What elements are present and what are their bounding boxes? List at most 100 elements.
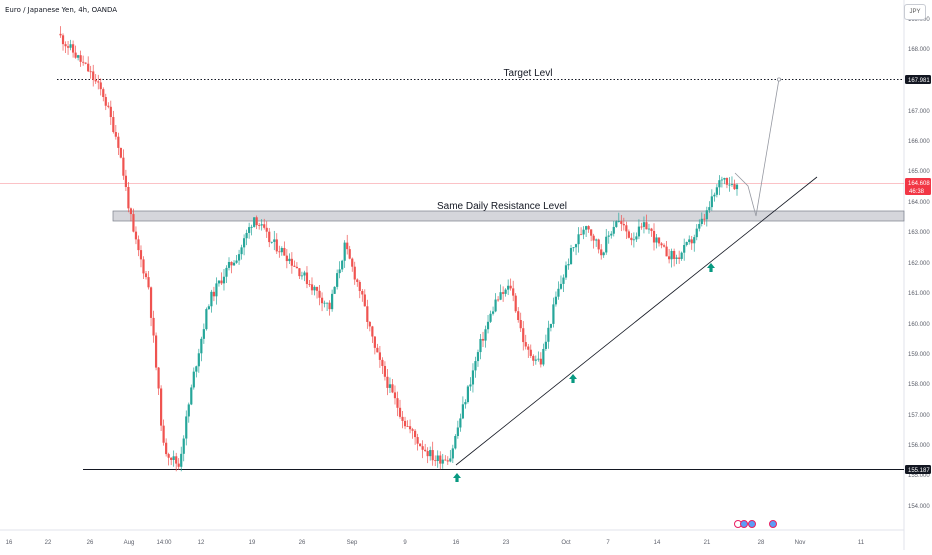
resistance-level-label: Same Daily Resistance Level bbox=[437, 201, 567, 212]
candle-down bbox=[315, 286, 319, 291]
candle-down bbox=[157, 367, 160, 389]
event-marker[interactable] bbox=[740, 520, 748, 528]
candle-down bbox=[124, 175, 127, 188]
candle-down bbox=[298, 268, 301, 277]
candle-up bbox=[695, 228, 698, 238]
candle-down bbox=[434, 460, 437, 462]
candle-down bbox=[117, 136, 120, 148]
candle-down bbox=[668, 256, 671, 260]
time-axis-label: 14:00 bbox=[156, 540, 172, 546]
candle-up bbox=[504, 289, 507, 294]
candle-up bbox=[700, 218, 703, 224]
candle-up bbox=[577, 234, 580, 245]
candle-down bbox=[509, 285, 512, 289]
candle-down bbox=[378, 352, 381, 360]
candle-down bbox=[514, 295, 517, 312]
candle-up bbox=[454, 436, 457, 449]
event-markers[interactable] bbox=[734, 520, 777, 528]
candle-down bbox=[408, 426, 412, 430]
candle-down bbox=[579, 234, 583, 236]
candle-up bbox=[461, 404, 464, 419]
candle-up bbox=[288, 258, 291, 262]
candle-down bbox=[79, 55, 82, 62]
candle-down bbox=[527, 346, 530, 350]
candle-up bbox=[562, 277, 565, 284]
price-axis-label: 159.000 bbox=[908, 352, 930, 358]
candle-up bbox=[491, 311, 495, 314]
candle-down bbox=[652, 230, 656, 243]
ascending-trendline[interactable] bbox=[455, 176, 818, 466]
candle-down bbox=[353, 266, 356, 280]
event-marker[interactable] bbox=[769, 520, 777, 528]
candle-up bbox=[735, 184, 739, 190]
candle-up bbox=[635, 236, 638, 240]
symbol-title[interactable]: Euro / Japanese Yen, 4h, OANDA bbox=[5, 6, 118, 14]
candle-down bbox=[147, 277, 150, 288]
candle-up bbox=[459, 418, 462, 428]
time-axis[interactable]: 16 22 26 Aug 14:00 12 19 26 Sep 9 16 23 … bbox=[6, 540, 865, 546]
candle-down bbox=[725, 177, 729, 185]
price-axis-label: 166.000 bbox=[908, 139, 930, 145]
price-axis[interactable]: 169.000 168.000 167.000 166.000 165.000 … bbox=[908, 17, 930, 510]
candle-up bbox=[730, 184, 734, 185]
candle-up bbox=[723, 177, 726, 180]
candle-down bbox=[657, 237, 661, 244]
candle-down bbox=[71, 44, 75, 53]
candle-up bbox=[713, 194, 716, 197]
candle-down bbox=[444, 459, 447, 461]
candle-down bbox=[293, 265, 296, 267]
candle-down bbox=[411, 429, 414, 431]
candle-up bbox=[720, 179, 724, 181]
candle-down bbox=[152, 317, 155, 336]
candle-down bbox=[285, 255, 288, 262]
candle-down bbox=[258, 225, 261, 226]
candle-up bbox=[675, 257, 678, 259]
candle-down bbox=[97, 81, 100, 83]
candle-down bbox=[403, 420, 407, 427]
candle-down bbox=[305, 272, 309, 285]
candle-up bbox=[217, 280, 221, 284]
candle-up bbox=[499, 292, 502, 300]
candle-up bbox=[710, 196, 713, 208]
target-point-marker[interactable] bbox=[777, 77, 782, 82]
candle-up bbox=[585, 226, 588, 230]
candle-up bbox=[336, 273, 339, 287]
candle-up bbox=[451, 448, 454, 459]
candle-up bbox=[537, 358, 540, 360]
candle-down bbox=[517, 311, 520, 320]
price-axis-label: 154.000 bbox=[908, 504, 930, 510]
resistance-band[interactable] bbox=[112, 210, 905, 222]
candle-up bbox=[647, 228, 651, 230]
candle-up bbox=[464, 402, 467, 405]
time-axis-label: Nov bbox=[795, 540, 806, 546]
candle-down bbox=[597, 239, 600, 250]
candle-down bbox=[61, 35, 65, 45]
candle-down bbox=[89, 71, 92, 73]
time-axis-label: 11 bbox=[858, 540, 865, 546]
candle-up bbox=[180, 453, 183, 467]
event-marker[interactable] bbox=[748, 520, 756, 528]
candle-up bbox=[436, 455, 439, 462]
candle-down bbox=[625, 225, 628, 232]
candle-down bbox=[356, 279, 359, 282]
candle-down bbox=[512, 288, 515, 296]
price-axis-label: 156.000 bbox=[908, 443, 930, 449]
price-axis-label: 155.000 bbox=[908, 473, 930, 479]
candle-down bbox=[640, 226, 643, 228]
candle-down bbox=[119, 147, 122, 158]
candle-down bbox=[532, 355, 535, 361]
candle-up bbox=[210, 291, 213, 307]
currency-button[interactable]: JPY bbox=[904, 4, 926, 20]
candle-down bbox=[368, 321, 371, 327]
projection-path[interactable] bbox=[734, 78, 780, 217]
arrow-marker-late-oct bbox=[707, 263, 715, 272]
candles bbox=[59, 26, 739, 472]
candle-down bbox=[439, 455, 442, 464]
candle-up bbox=[552, 304, 555, 324]
candle-up bbox=[232, 262, 236, 266]
candle-up bbox=[69, 44, 72, 48]
time-axis-label: 7 bbox=[606, 540, 610, 546]
candle-up bbox=[441, 459, 444, 464]
